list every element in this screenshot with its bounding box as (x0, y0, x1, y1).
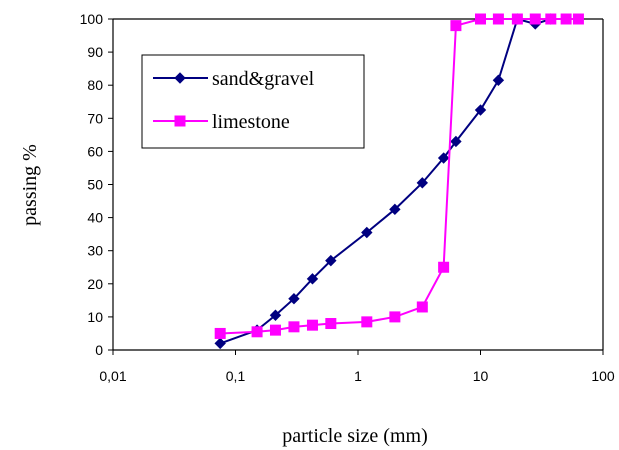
data-point-sand-gravel (450, 135, 462, 148)
y-tick-label: 0 (95, 342, 103, 358)
y-tick-label: 10 (87, 309, 103, 325)
data-point-limestone (214, 327, 226, 339)
legend-items: sand&gravel limestone (153, 68, 315, 133)
x-tick-label: 100 (591, 368, 615, 384)
legend-label-limestone: limestone (212, 111, 290, 133)
y-tick-label: 100 (80, 11, 104, 27)
data-point-sand-gravel (474, 104, 487, 116)
y-tick-label: 70 (87, 110, 103, 126)
data-point-sand-gravel (214, 337, 226, 350)
data-point-limestone (269, 324, 281, 336)
y-tick-label: 40 (87, 210, 103, 226)
series-layer (214, 13, 584, 350)
legend-marker-limestone (174, 115, 186, 127)
legend-label-sand-gravel: sand&gravel (212, 68, 315, 90)
legend-marker-sand-gravel (174, 72, 186, 84)
legend-item-sand-gravel: sand&gravel (153, 68, 315, 90)
data-point-sand-gravel (437, 152, 450, 164)
data-point-sand-gravel (361, 226, 373, 239)
x-tick-label: 1 (354, 368, 362, 384)
legend-item-limestone: limestone (153, 111, 290, 133)
data-point-limestone (560, 13, 572, 25)
data-point-limestone (545, 13, 557, 25)
y-tick-label: 60 (87, 143, 103, 159)
legend: sand&gravel limestone (141, 54, 365, 149)
data-point-sand-gravel (288, 292, 300, 305)
data-point-limestone (475, 13, 486, 25)
data-point-limestone (492, 13, 504, 25)
data-point-limestone (572, 13, 584, 25)
legend-box (141, 54, 365, 149)
y-axis-title: passing % (19, 144, 41, 226)
data-point-limestone (529, 13, 541, 25)
data-point-sand-gravel (389, 203, 401, 216)
data-point-limestone (251, 326, 263, 338)
x-tick-label: 10 (473, 368, 489, 384)
data-point-sand-gravel (416, 177, 429, 189)
data-point-limestone (361, 316, 373, 328)
data-point-limestone (450, 20, 462, 32)
y-tick-label: 20 (87, 276, 103, 292)
x-axis-title: particle size (mm) (282, 425, 428, 447)
data-point-limestone (306, 319, 318, 331)
x-tick-label: 0,1 (226, 368, 246, 384)
data-point-sand-gravel (325, 254, 337, 267)
data-point-sand-gravel (306, 273, 319, 285)
data-point-limestone (288, 321, 300, 333)
y-tick-label: 80 (87, 77, 103, 93)
data-point-limestone (389, 311, 401, 323)
tick-labels: 0 10 20 30 40 50 60 70 80 90 100 0,01 0,1 1 10 100 (80, 11, 615, 384)
data-point-sand-gravel (492, 74, 505, 86)
data-point-limestone (511, 13, 523, 25)
series-line-sand-gravel (219, 17, 552, 345)
data-point-limestone (416, 301, 428, 313)
y-tick-label: 30 (87, 243, 103, 259)
data-point-limestone (438, 261, 450, 273)
y-tick-label: 50 (87, 177, 103, 193)
data-point-sand-gravel (269, 309, 282, 321)
x-tick-label: 0,01 (99, 368, 126, 384)
data-point-limestone (325, 318, 337, 330)
y-tick-label: 90 (87, 44, 103, 60)
series-limestone (214, 13, 584, 339)
